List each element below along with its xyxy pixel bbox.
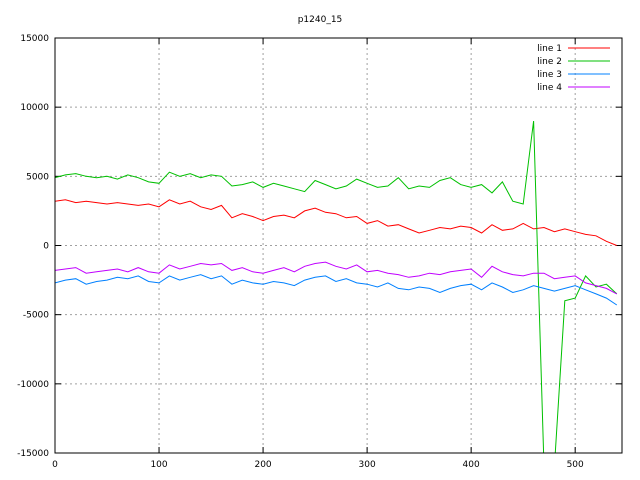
legend: line 1 line 2 line 3 line 4	[537, 44, 610, 93]
legend-label: line 2	[537, 57, 562, 67]
x-tick-label: 300	[359, 460, 376, 470]
y-tick-label: 0	[43, 242, 49, 252]
series-group	[55, 120, 618, 453]
series-line-4	[55, 261, 618, 295]
y-tick-label: 10000	[20, 103, 49, 113]
y-tick-label: -5000	[23, 311, 49, 321]
x-tick-label: 400	[463, 460, 480, 470]
x-tick-label: 200	[254, 460, 271, 470]
y-tick-label: -10000	[17, 380, 49, 390]
legend-label: line 1	[537, 44, 562, 54]
legend-label: line 3	[537, 70, 562, 80]
series-line-1	[55, 199, 617, 246]
series-line-2	[55, 120, 618, 453]
chart-title: p1240_15	[298, 15, 343, 25]
series-line-3	[55, 274, 618, 306]
y-tick-label: 15000	[20, 34, 49, 44]
y-tick-label: -15000	[17, 449, 49, 459]
plot-border	[54, 37, 623, 454]
legend-label: line 4	[537, 83, 562, 93]
axis-ticks: 0 100 200 300 400 500 -15000 -10000 -5000 0 5000 10…	[17, 34, 622, 470]
x-tick-label: 500	[567, 460, 584, 470]
x-tick-label: 0	[52, 460, 58, 470]
x-tick-label: 100	[150, 460, 167, 470]
y-tick-label: 5000	[26, 172, 49, 182]
grid	[55, 38, 622, 453]
